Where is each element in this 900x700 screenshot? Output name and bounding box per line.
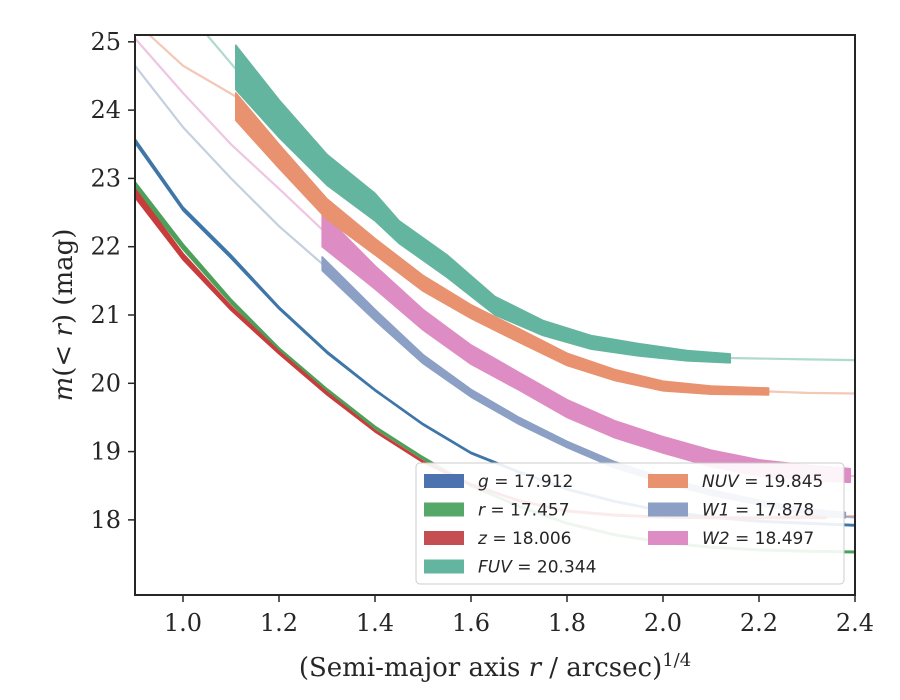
series-fuv-band <box>235 44 731 364</box>
x-tick-label: 1.2 <box>260 609 298 637</box>
series-g-band <box>135 138 855 527</box>
y-tick-label: 22 <box>90 233 121 261</box>
legend-label-r: r = 17.457 <box>478 501 570 521</box>
x-tick-label: 1.0 <box>164 609 202 637</box>
legend: g = 17.912 r = 17.457 z = 18.006 FUV = 20.3… <box>415 462 845 585</box>
legend-label-z: z = 18.006 <box>477 529 571 549</box>
y-axis-title: m(< r) (mag) <box>49 229 79 402</box>
x-axis-title: (Semi-major axis r / arcsec)1/4 <box>299 650 691 683</box>
y-tick-label: 20 <box>90 369 121 397</box>
y-tick-label: 25 <box>90 28 121 56</box>
legend-label-fuv: FUV = 20.344 <box>478 558 596 578</box>
legend-swatch-z <box>424 531 464 545</box>
series-nuv-band <box>235 92 770 396</box>
legend-swatch-w1 <box>648 502 688 517</box>
y-tick-label: 18 <box>90 506 121 534</box>
series-w2 <box>135 37 855 484</box>
legend-swatch-r <box>424 502 464 517</box>
legend-label-g: g = 17.912 <box>478 472 573 492</box>
legend-label-w2: W2 = 18.497 <box>702 529 814 549</box>
legend-swatch-g <box>424 474 464 488</box>
y-tick-label: 19 <box>90 438 121 466</box>
series-nuv <box>148 35 855 396</box>
y-tick-label: 24 <box>90 96 121 124</box>
x-tick-label: 1.4 <box>356 609 394 637</box>
y-tick-label: 21 <box>90 301 121 329</box>
series-r-band <box>135 181 855 554</box>
legend-swatch-nuv <box>648 474 688 488</box>
series-w1-band <box>321 256 847 519</box>
y-tick-label: 23 <box>90 164 121 192</box>
x-tick-label: 1.8 <box>548 609 586 637</box>
x-tick-label: 2.2 <box>740 609 778 637</box>
x-tick-label: 1.6 <box>452 609 490 637</box>
series-w2-band <box>321 211 851 484</box>
legend-swatch-fuv <box>424 559 464 574</box>
x-tick-label: 2.4 <box>836 609 874 637</box>
legend-swatch-w2 <box>648 531 688 545</box>
series-fuv <box>206 35 855 364</box>
x-tick-label: 2.0 <box>644 609 682 637</box>
legend-box <box>415 462 845 585</box>
legend-label-w1: W1 = 17.878 <box>702 501 814 521</box>
legend-label-nuv: NUV = 19.845 <box>702 472 823 492</box>
axis-ticks: 1.0 1.2 1.4 1.6 1.8 2.0 2.2 2.4 18 19 20 21 22 23 24 25 <box>90 28 874 637</box>
